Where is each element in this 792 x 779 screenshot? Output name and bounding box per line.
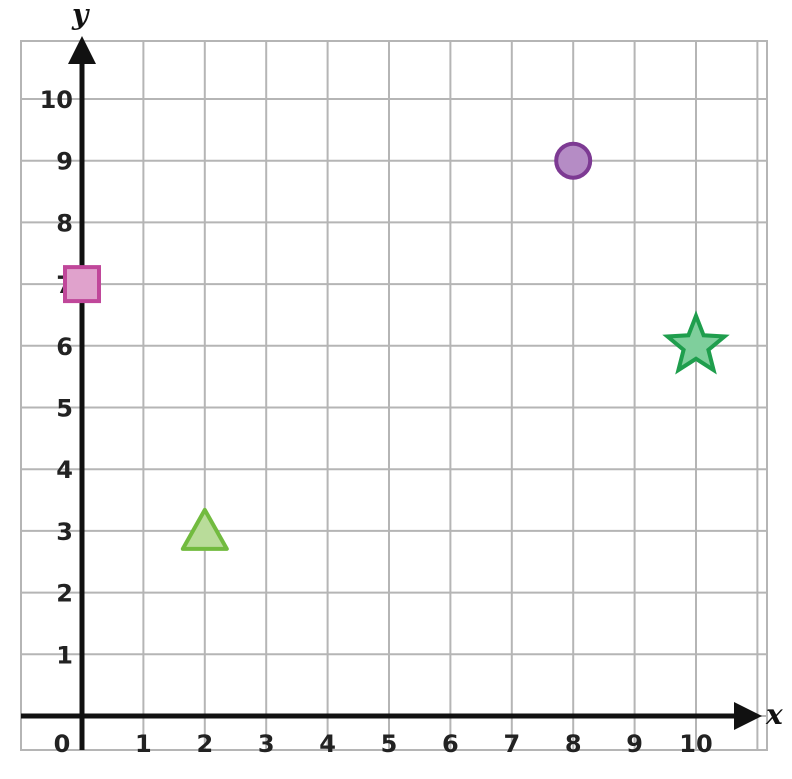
plot-frame	[20, 40, 768, 751]
x-tick-label: 5	[381, 730, 398, 758]
x-tick-label: 9	[626, 730, 643, 758]
y-tick-label: 2	[56, 580, 73, 608]
y-tick-label: 1	[56, 641, 73, 669]
axes	[21, 36, 762, 750]
y-tick-label: 10	[40, 86, 73, 114]
x-tick-label: 7	[503, 730, 520, 758]
x-tick-label: 8	[565, 730, 582, 758]
y-tick-label: 4	[56, 456, 73, 484]
y-tick-label: 3	[56, 518, 73, 546]
triangle-point	[180, 507, 229, 551]
y-axis-label: y	[71, 0, 90, 31]
x-tick-label: 2	[196, 730, 213, 758]
x-tick-label: 1	[135, 730, 152, 758]
y-tick-label: 5	[56, 395, 73, 423]
x-axis-arrowhead	[734, 702, 762, 730]
star-point	[662, 310, 730, 375]
x-tick-label: 10	[679, 730, 712, 758]
circle-point	[554, 141, 593, 180]
x-tick-label: 0	[54, 730, 71, 758]
x-tick-label: 6	[442, 730, 459, 758]
data-points	[63, 141, 730, 551]
y-tick-label: 9	[56, 148, 73, 176]
x-axis-label: x	[765, 698, 783, 731]
tick-labels: 01234567891012345678910	[40, 86, 713, 758]
y-tick-label: 6	[56, 333, 73, 361]
x-tick-label: 3	[258, 730, 275, 758]
square-point	[63, 265, 101, 304]
y-axis-arrowhead	[68, 36, 96, 64]
x-tick-label: 4	[319, 730, 336, 758]
y-tick-label: 8	[56, 209, 73, 237]
